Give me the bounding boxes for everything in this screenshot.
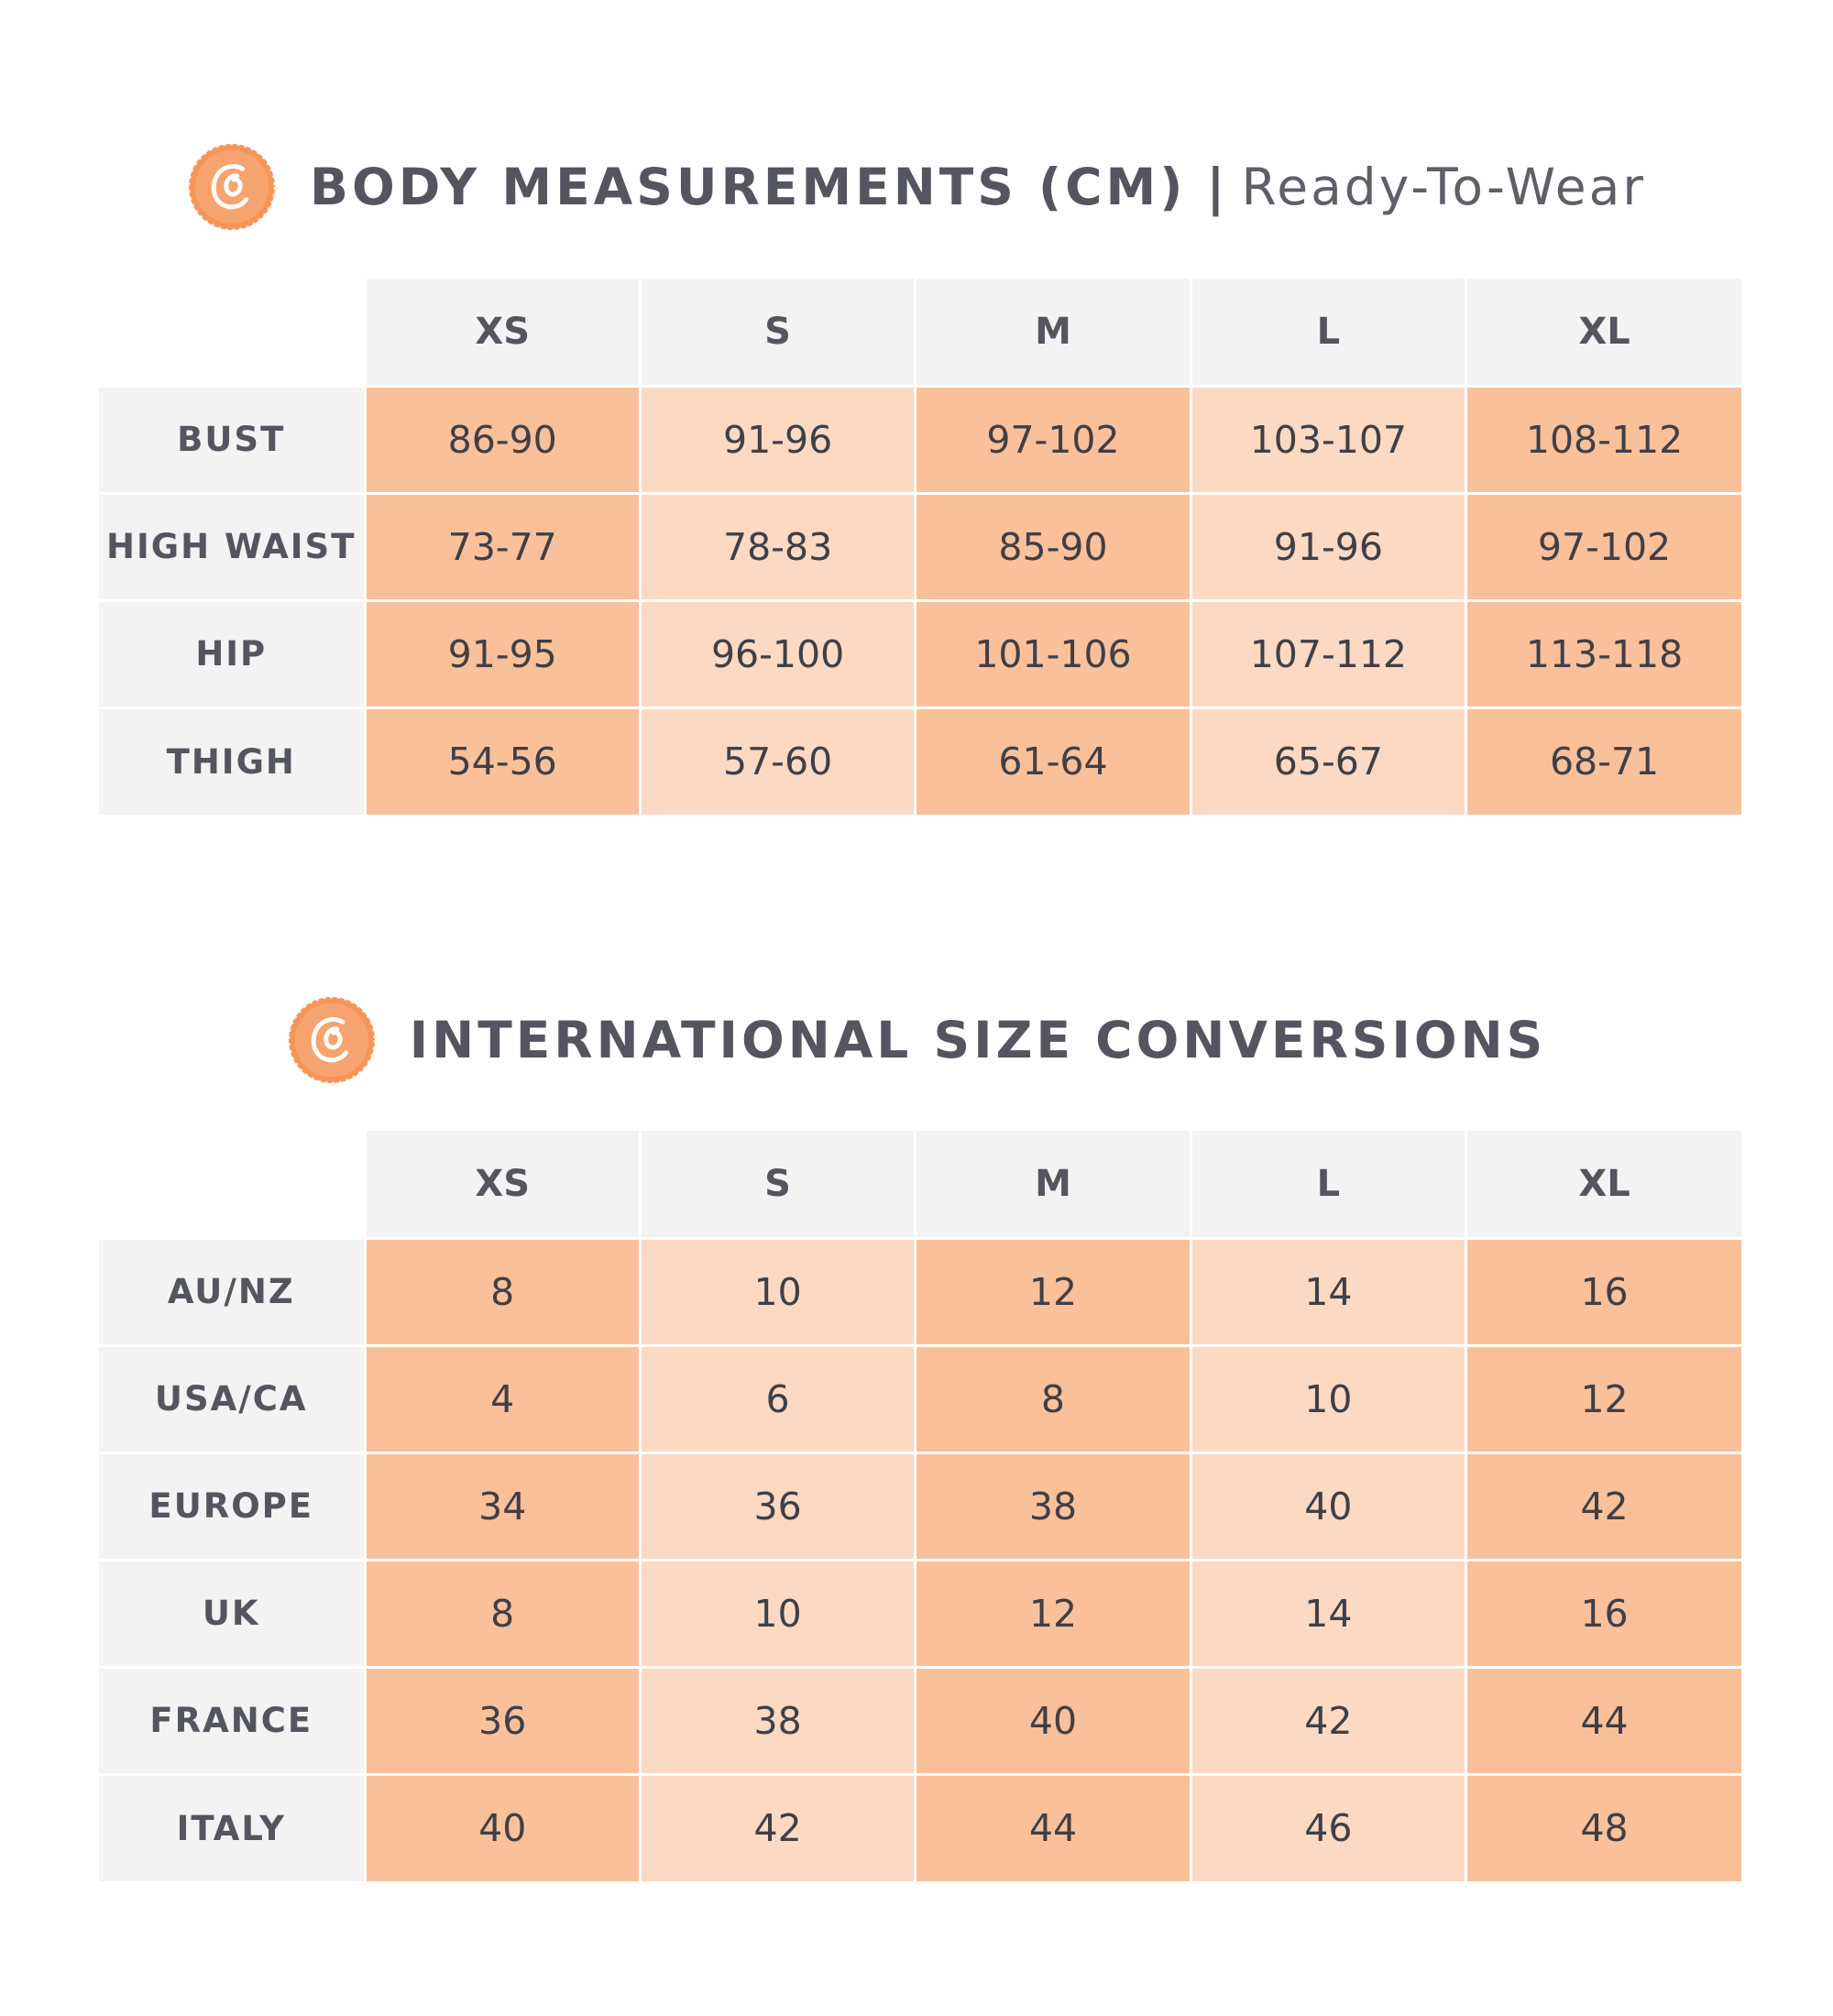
- row-label: USA/CA: [99, 1343, 365, 1452]
- row-label: HIGH WAIST: [99, 491, 365, 600]
- size-header: M: [914, 279, 1191, 386]
- size-header: XL: [1465, 279, 1741, 386]
- table-cell: 14: [1189, 1236, 1466, 1345]
- table-cell: 36: [638, 1451, 916, 1560]
- size-header: XS: [363, 1131, 641, 1238]
- table-cell: 40: [914, 1665, 1191, 1774]
- table-row: THIGH 54-56 57-60 61-64 65-67 68-71: [99, 706, 1741, 815]
- table-cell: 48: [1465, 1772, 1741, 1881]
- table-row: USA/CA 4 6 8 10 12: [99, 1343, 1741, 1452]
- table-row: FRANCE 36 38 40 42 44: [99, 1665, 1741, 1774]
- table-cell: 44: [1465, 1665, 1741, 1774]
- table-cell: 36: [363, 1665, 641, 1774]
- table-corner: [99, 279, 365, 386]
- body-measurements-table: XS S M L XL BUST 86-90 91-96 97-102 103-…: [99, 279, 1741, 815]
- section-subtitle: Ready-To-Wear: [1241, 158, 1646, 216]
- table-row: HIP 91-95 96-100 101-106 107-112 113-118: [99, 598, 1741, 707]
- table-cell: 6: [638, 1343, 916, 1452]
- table-cell: 91-96: [1189, 491, 1466, 600]
- row-label: EUROPE: [99, 1451, 365, 1560]
- section-title: BODY MEASUREMENTS (CM): [310, 158, 1187, 216]
- table-cell: 54-56: [363, 706, 641, 815]
- table-cell: 42: [1465, 1451, 1741, 1560]
- table-cell: 101-106: [914, 598, 1191, 707]
- table-cell: 8: [914, 1343, 1191, 1452]
- table-row: AU/NZ 8 10 12 14 16: [99, 1236, 1741, 1345]
- table-row: EUROPE 34 36 38 40 42: [99, 1451, 1741, 1560]
- table-cell: 68-71: [1465, 706, 1741, 815]
- table-cell: 65-67: [1189, 706, 1466, 815]
- table-corner: [99, 1131, 365, 1238]
- section-title: INTERNATIONAL SIZE CONVERSIONS: [409, 1011, 1547, 1069]
- table-cell: 96-100: [638, 598, 916, 707]
- title-separator: |: [1206, 158, 1225, 216]
- table-cell: 44: [914, 1772, 1191, 1881]
- table-cell: 38: [638, 1665, 916, 1774]
- size-header-row: XS S M L XL: [99, 1131, 1741, 1238]
- table-cell: 40: [1189, 1451, 1466, 1560]
- table-cell: 12: [1465, 1343, 1741, 1452]
- table-cell: 8: [363, 1236, 641, 1345]
- table-cell: 61-64: [914, 706, 1191, 815]
- table-cell: 86-90: [363, 384, 641, 493]
- table-cell: 57-60: [638, 706, 916, 815]
- table-cell: 10: [638, 1558, 916, 1667]
- size-header: XL: [1465, 1131, 1741, 1238]
- table-cell: 8: [363, 1558, 641, 1667]
- body-measurements-heading: BODY MEASUREMENTS (CM) | Ready-To-Wear: [0, 139, 1833, 235]
- table-cell: 78-83: [638, 491, 916, 600]
- table-row: BUST 86-90 91-96 97-102 103-107 108-112: [99, 384, 1741, 493]
- table-cell: 42: [638, 1772, 916, 1881]
- size-header: XS: [363, 279, 641, 386]
- table-cell: 16: [1465, 1558, 1741, 1667]
- orange-seal-c-icon: [187, 142, 277, 232]
- orange-seal-c-icon: [287, 995, 377, 1085]
- table-cell: 97-102: [1465, 491, 1741, 600]
- row-label: UK: [99, 1558, 365, 1667]
- table-cell: 14: [1189, 1558, 1466, 1667]
- table-cell: 85-90: [914, 491, 1191, 600]
- row-label: AU/NZ: [99, 1236, 365, 1345]
- table-cell: 4: [363, 1343, 641, 1452]
- size-conversions-heading: INTERNATIONAL SIZE CONVERSIONS: [0, 992, 1833, 1088]
- table-cell: 10: [638, 1236, 916, 1345]
- table-cell: 38: [914, 1451, 1191, 1560]
- table-cell: 12: [914, 1236, 1191, 1345]
- table-cell: 12: [914, 1558, 1191, 1667]
- table-cell: 42: [1189, 1665, 1466, 1774]
- table-cell: 73-77: [363, 491, 641, 600]
- table-cell: 91-95: [363, 598, 641, 707]
- size-header: L: [1189, 1131, 1466, 1238]
- table-cell: 34: [363, 1451, 641, 1560]
- table-cell: 107-112: [1189, 598, 1466, 707]
- size-header: S: [638, 1131, 916, 1238]
- table-row: HIGH WAIST 73-77 78-83 85-90 91-96 97-10…: [99, 491, 1741, 600]
- table-row: ITALY 40 42 44 46 48: [99, 1772, 1741, 1881]
- size-header: L: [1189, 279, 1466, 386]
- table-cell: 103-107: [1189, 384, 1466, 493]
- table-cell: 113-118: [1465, 598, 1741, 707]
- row-label: THIGH: [99, 706, 365, 815]
- row-label: ITALY: [99, 1772, 365, 1881]
- size-header-row: XS S M L XL: [99, 279, 1741, 386]
- size-header: M: [914, 1131, 1191, 1238]
- table-row: UK 8 10 12 14 16: [99, 1558, 1741, 1667]
- table-cell: 40: [363, 1772, 641, 1881]
- size-conversions-table: XS S M L XL AU/NZ 8 10 12 14 16 USA/CA 4…: [99, 1131, 1741, 1881]
- table-cell: 91-96: [638, 384, 916, 493]
- table-cell: 46: [1189, 1772, 1466, 1881]
- table-cell: 16: [1465, 1236, 1741, 1345]
- table-cell: 10: [1189, 1343, 1466, 1452]
- row-label: HIP: [99, 598, 365, 707]
- table-cell: 108-112: [1465, 384, 1741, 493]
- row-label: BUST: [99, 384, 365, 493]
- row-label: FRANCE: [99, 1665, 365, 1774]
- size-header: S: [638, 279, 916, 386]
- table-cell: 97-102: [914, 384, 1191, 493]
